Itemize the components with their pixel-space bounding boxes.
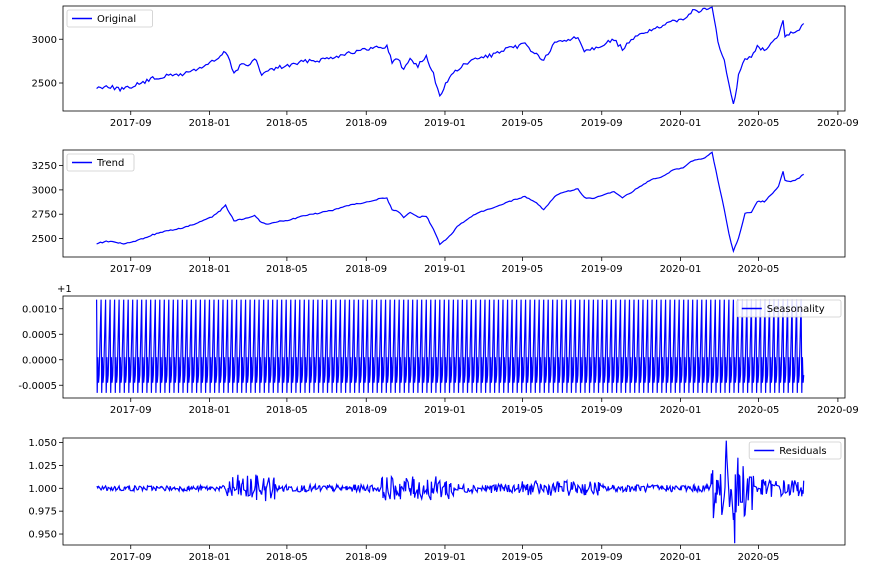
x-tick-label: 2019-05 [501,405,543,416]
y-offset-label: +1 [57,284,72,295]
panel-residuals: 2017-09 2018-01 2018-05 2018-09 2019-01 2019-… [28,437,846,563]
x-tick-label: 2019-01 [424,552,466,563]
axes-frame [62,149,846,258]
legend-box [66,153,135,172]
x-tick-label: 2019-09 [581,405,623,416]
x-tick-label: 2019-05 [501,552,543,563]
x-tick-label: 2019-09 [581,118,623,129]
legend-label: Trend [96,158,124,169]
y-tick-label: 1.000 [28,484,57,495]
x-tick-label: 2018-01 [189,118,231,129]
x-tick-label: 2019-01 [424,405,466,416]
y-tick-label: -0.0005 [18,381,57,392]
x-tick-label: 2017-09 [110,264,152,275]
x-tick-label: 2018-05 [266,264,308,275]
x-tick-label: 2018-01 [189,405,231,416]
x-tick-label: 2018-09 [345,118,387,129]
y-tick-label: 2750 [32,210,57,221]
x-tick-label: 2018-09 [345,264,387,275]
series-line-seasonality [96,299,805,393]
y-tick-label: 3000 [32,35,57,46]
y-tick-label: 0.0010 [22,304,57,315]
x-tick-label: 2019-05 [501,118,543,129]
x-tick-label: 2020-05 [738,552,780,563]
legend-box [66,9,153,28]
y-tick-label: 0.950 [28,530,57,541]
x-tick-label: 2018-05 [266,118,308,129]
y-tick-label: 3000 [32,185,57,196]
y-tick-label: 3250 [32,161,57,172]
x-tick-label: 2018-09 [345,405,387,416]
x-tick-label: 2020-09 [817,118,859,129]
x-tick-label: 2019-05 [501,264,543,275]
x-tick-label: 2019-01 [424,118,466,129]
series-line-original [96,6,805,104]
y-tick-label: 2500 [32,79,57,90]
legend-box [748,441,842,460]
x-tick-label: 2019-09 [581,552,623,563]
x-tick-label: 2020-01 [660,552,702,563]
x-tick-label: 2020-01 [660,118,702,129]
x-tick-label: 2018-05 [266,405,308,416]
legend-box [736,299,842,318]
x-tick-label: 2018-01 [189,264,231,275]
y-tick-label: 0.0005 [22,330,57,341]
panel-seasonality: 2017-09 2018-01 2018-05 2018-09 2019-01 2019-… [18,284,858,416]
x-tick-label: 2020-09 [817,405,859,416]
x-tick-label: 2020-01 [660,405,702,416]
x-tick-label: 2020-01 [660,264,702,275]
y-tick-label: 1.050 [28,438,57,449]
x-tick-label: 2018-01 [189,552,231,563]
x-tick-label: 2020-05 [738,264,780,275]
panel-trend: 2017-09 2018-01 2018-05 2018-09 2019-01 2019-… [32,149,846,275]
x-tick-label: 2018-05 [266,552,308,563]
x-tick-label: 2017-09 [110,405,152,416]
x-tick-label: 2019-01 [424,264,466,275]
legend-label: Seasonality [767,304,825,315]
series-line-trend [96,151,804,254]
y-tick-label: 0.975 [28,507,57,518]
x-tick-label: 2020-05 [738,405,780,416]
panel-original: 2017-09 2018-01 2018-05 2018-09 2019-01 2019-… [32,5,859,129]
x-tick-label: 2019-09 [581,264,623,275]
legend-label: Original [97,14,136,25]
y-tick-label: 1.025 [28,461,57,472]
legend: Trend [66,153,135,172]
x-tick-label: 2018-09 [345,552,387,563]
legend: Seasonality [736,299,842,318]
x-tick-label: 2017-09 [110,118,152,129]
x-tick-label: 2017-09 [110,552,152,563]
x-tick-label: 2020-05 [738,118,780,129]
series-line-residuals [96,440,805,544]
axes-frame [62,5,846,112]
legend-label: Residuals [779,446,826,457]
y-tick-label: 0.0000 [22,355,57,366]
y-tick-label: 2500 [32,234,57,245]
legend: Residuals [748,441,842,460]
legend: Original [66,9,153,28]
